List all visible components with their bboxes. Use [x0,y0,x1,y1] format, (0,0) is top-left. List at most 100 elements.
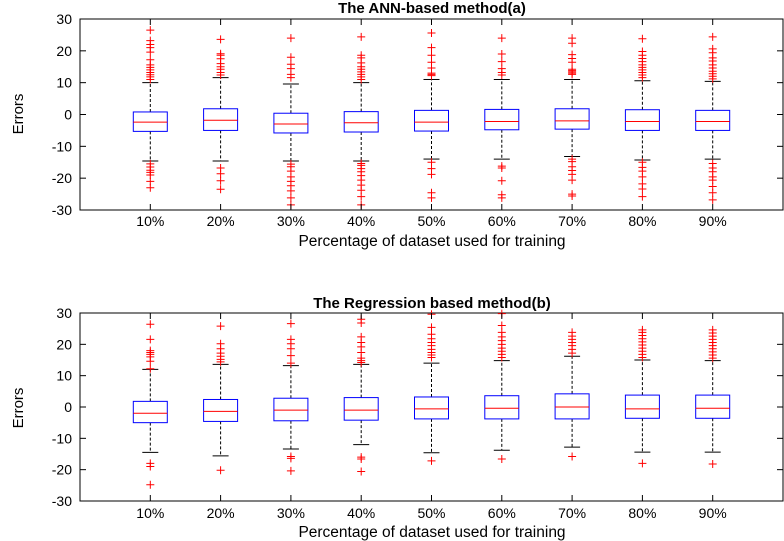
box-70% [554,328,590,461]
box-90% [695,325,731,469]
iqr-box [203,398,239,422]
outlier-point [216,169,225,178]
x-tick-label: 20% [207,505,235,521]
box-10% [132,26,168,192]
outlier-point [286,60,295,69]
y-tick-label: -20 [52,462,72,478]
box-60% [484,34,520,202]
y-tick-label: -30 [52,493,72,509]
outlier-point [427,323,436,332]
y-tick-label: 30 [56,11,72,27]
x-tick-label: 90% [699,213,727,229]
y-tick-label: -10 [52,430,72,446]
outlier-point [357,32,366,41]
outlier-point [286,34,295,43]
outlier-point [286,466,295,475]
outlier-point [357,332,366,341]
y-axis-label: Errors [10,94,27,135]
iqr-box [484,395,520,420]
outlier-point [286,359,295,368]
outlier-point [286,351,295,360]
box-80% [624,325,660,468]
outlier-point [146,26,155,35]
box-40% [343,315,379,476]
x-tick-label: 10% [136,505,164,521]
y-tick-label: 20 [56,336,72,352]
box-30% [273,319,309,475]
outlier-point [146,346,155,355]
x-axis-label: Percentage of dataset used for training [298,524,565,541]
box-20% [203,35,239,194]
outlier-point [427,330,436,339]
iqr-box [132,400,168,424]
outlier-point [427,193,436,202]
outlier-point [146,364,155,373]
outlier-point [146,320,155,329]
box-50% [414,310,449,465]
x-tick-label: 40% [347,213,375,229]
x-tick-label: 20% [207,213,235,229]
y-tick-label: -10 [52,138,72,154]
outlier-point [357,455,366,464]
iqr-box [554,108,590,130]
iqr-box [484,108,520,131]
y-tick-label: -30 [52,202,72,218]
plot-area: -30 -20 -10 0 10 20 30 10% 20% 30% 40% 50% 60% 70% 80%… [52,11,784,229]
box-60% [484,309,520,464]
x-tick-label: 80% [628,213,656,229]
outlier-point [708,460,717,469]
outlier-point [216,466,225,475]
outlier-point [286,454,295,463]
outlier-point [708,325,717,334]
x-tick-label: 30% [277,213,305,229]
y-tick-label: 10 [56,368,72,384]
y-tick-label: 0 [64,399,72,415]
y-tick-label: -20 [52,170,72,186]
outlier-point [638,47,647,56]
outlier-point [708,195,717,204]
box-20% [203,322,239,475]
outlier-point [286,335,295,344]
y-tick-label: 20 [56,43,72,59]
y-axis-label: Errors [10,388,27,429]
iqr-box [695,394,731,419]
outlier-point [216,35,225,44]
outlier-point [216,322,225,331]
box-50% [414,29,449,202]
outlier-point [708,188,717,197]
outlier-point [638,192,647,201]
iqr-box [203,108,239,131]
y-tick-label: 30 [56,305,72,321]
outlier-point [568,50,577,59]
box-40% [343,32,379,209]
y-tick-label: 0 [64,107,72,123]
outlier-point [427,51,436,60]
iqr-box [273,397,309,422]
outlier-point [497,50,506,59]
x-tick-label: 50% [417,505,445,521]
outlier-point [427,58,436,67]
x-tick-label: 90% [699,505,727,521]
outlier-point [146,36,155,45]
iqr-box [695,109,731,131]
outlier-point [146,55,155,64]
iqr-box [624,394,660,419]
outlier-point [216,49,225,58]
box-30% [273,34,309,209]
iqr-box [343,111,379,133]
outlier-point [427,456,436,465]
outlier-point [638,325,647,334]
outlier-point [427,43,436,52]
y-tick-label: 10 [56,75,72,91]
outlier-point [638,34,647,43]
outlier-point [216,185,225,194]
chart-panel-ann: The ANN-based method(a) -30 -20 -10 0 10 20 30… [10,0,784,250]
outlier-point [638,184,647,193]
x-tick-label: 70% [558,213,586,229]
outlier-point [638,459,647,468]
box-10% [132,320,168,489]
outlier-point [216,339,225,348]
outlier-point [286,53,295,62]
chart-panel-regression: The Regression based method(b) -30 -20 -10… [10,295,784,541]
outlier-point [427,170,436,179]
